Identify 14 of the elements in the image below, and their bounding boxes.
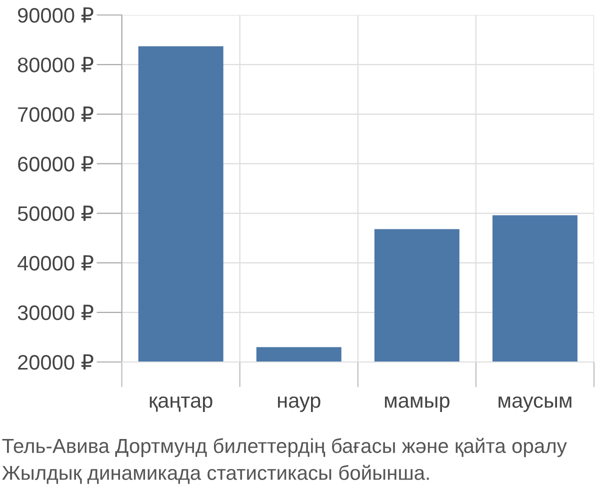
y-tick-label: 20000 ₽ — [18, 354, 94, 370]
y-tick-label: 80000 ₽ — [18, 56, 94, 72]
text: Тель-Авива Дортмунд билеттердің бағасы және қайта оралу — [2, 438, 567, 458]
x-tick-label: наур — [278, 396, 320, 412]
x-tick-label: қаңтар — [150, 396, 212, 412]
y-tick-label: 90000 ₽ — [18, 7, 94, 23]
y-tick-label: 50000 ₽ — [18, 206, 94, 222]
x-tick-label: маусым — [498, 396, 572, 412]
x-tick-label: мамыр — [384, 396, 450, 412]
y-tick-label: 30000 ₽ — [18, 304, 94, 320]
y-tick-label: 60000 ₽ — [18, 156, 94, 172]
text: Жылдық динамикада статистикасы бойынша. — [2, 464, 429, 484]
y-tick-label: 40000 ₽ — [18, 255, 94, 271]
y-tick-label: 70000 ₽ — [18, 106, 94, 122]
